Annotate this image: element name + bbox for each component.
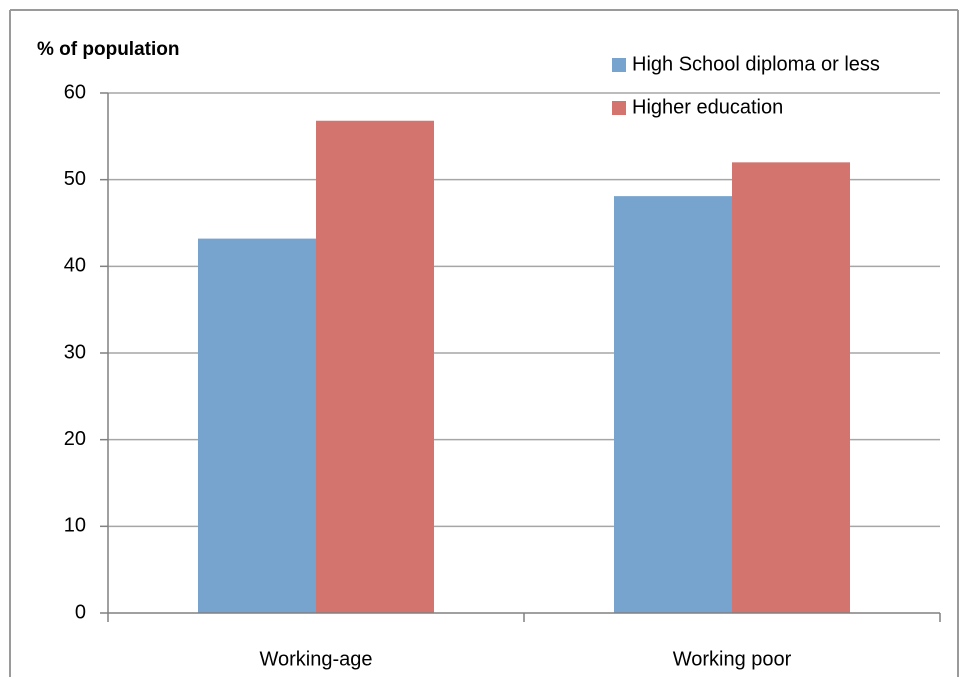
- y-tick-label: 0: [75, 601, 86, 623]
- y-tick-label: 40: [64, 255, 86, 277]
- legend-label: High School diploma or less: [632, 53, 880, 75]
- bar: [732, 162, 850, 614]
- y-tick-label: 30: [64, 341, 86, 363]
- chart-title: % of population: [37, 39, 179, 60]
- legend-label: Higher education: [632, 96, 783, 118]
- legend-swatch: [612, 101, 626, 115]
- y-tick-label: 50: [64, 168, 86, 190]
- y-tick-label: 60: [64, 81, 86, 103]
- bar: [316, 120, 434, 613]
- x-tick-label: Working poor: [673, 648, 792, 670]
- legend-swatch: [612, 58, 626, 72]
- y-tick-label: 20: [64, 428, 86, 450]
- bar: [198, 238, 316, 613]
- x-tick-label: Working-age: [259, 648, 372, 670]
- y-tick-label: 10: [64, 515, 86, 537]
- bar: [614, 196, 732, 613]
